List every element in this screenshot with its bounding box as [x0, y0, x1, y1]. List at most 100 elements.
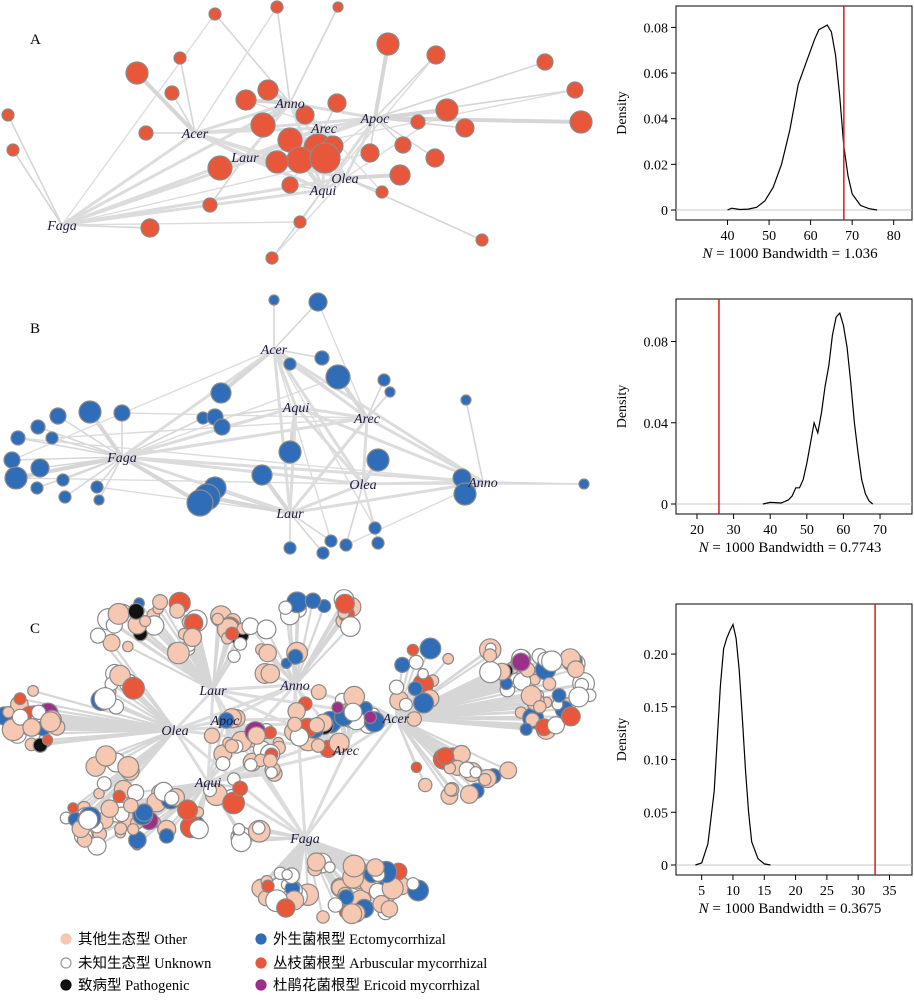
network-node-am — [425, 148, 445, 168]
family-label: Acer — [382, 712, 410, 727]
network-node-other — [499, 761, 518, 780]
density-caption: N = 1000 Bandwidth = 0.7743 — [698, 540, 882, 556]
network-edge — [394, 717, 427, 786]
plot-frame — [675, 603, 913, 876]
network-node-unknown — [11, 708, 29, 726]
network-node-am — [569, 110, 593, 134]
legend-label-path: 致病型 Pathogenic — [78, 977, 190, 994]
network-node-ecto — [304, 592, 322, 610]
network-node-am — [455, 118, 475, 138]
network-node-am — [309, 142, 341, 174]
network-node-ecto — [283, 357, 297, 371]
network-node-unknown — [241, 617, 260, 636]
network-node-unknown — [256, 619, 277, 640]
y-tick-label: 0.04 — [644, 417, 669, 432]
network-edge — [293, 600, 315, 686]
network-node-ecto — [213, 418, 231, 436]
x-tick-label: 50 — [800, 523, 814, 538]
network-edge — [105, 728, 176, 757]
network-edge — [206, 495, 291, 515]
x-tick-label: 5 — [698, 884, 705, 899]
network-node-ecto — [186, 489, 214, 517]
family-label: Olea — [161, 724, 188, 739]
network-node-other — [211, 612, 224, 626]
density-curve — [762, 311, 874, 505]
network-node-other — [182, 627, 203, 648]
network-node-am — [406, 643, 420, 657]
network-node-other — [203, 727, 221, 744]
network-edge — [288, 417, 369, 514]
network-edge — [173, 729, 210, 783]
network-node-ecto — [368, 521, 382, 535]
density-curve — [695, 622, 771, 866]
network-edge — [211, 618, 219, 691]
network-node-am — [125, 61, 149, 85]
legend-label-am: 丛枝菌根型 Arbuscular mycorrhizal — [273, 955, 487, 972]
network-node-ecto — [460, 394, 472, 406]
network-node-other — [262, 753, 278, 769]
x-tick-label: 50 — [762, 229, 776, 244]
network-node-am — [276, 898, 296, 918]
network-node-other — [310, 684, 327, 701]
network-node-am — [566, 81, 584, 99]
network-node-am — [293, 215, 307, 229]
network-node-ecto — [30, 458, 50, 478]
x-tick-label: 15 — [757, 884, 771, 899]
network-node-path — [127, 602, 145, 620]
network-edge — [267, 837, 306, 887]
network-node-am — [235, 89, 257, 111]
x-tick-label: 60 — [836, 523, 850, 538]
plot-frame — [675, 298, 913, 515]
network-edge — [272, 348, 298, 408]
network-node-am — [207, 155, 233, 181]
legend-marker-path — [60, 979, 72, 991]
network-edge — [109, 690, 176, 731]
network-nodes — [3, 292, 590, 560]
network-edge — [465, 399, 484, 483]
network-node-am — [560, 706, 581, 727]
network-node-unknown — [251, 821, 266, 835]
network-b: Acer Aqui Arec Faga Olea Anno Laur B — [3, 292, 590, 560]
network-edge — [121, 455, 484, 484]
network-edge — [395, 717, 452, 791]
network-node-am — [138, 125, 154, 141]
family-label: Arec — [310, 122, 338, 137]
network-node-unknown — [408, 654, 424, 670]
y-tick-label: 0.06 — [644, 67, 669, 82]
family-label: Aqui — [194, 776, 222, 791]
family-label: Apoc — [210, 714, 241, 729]
network-node-ecto — [158, 828, 175, 844]
network-node-unknown — [479, 660, 502, 684]
network-node-unknown — [188, 819, 209, 840]
network-edge — [121, 412, 368, 419]
network-node-am — [375, 185, 389, 199]
network-node-am — [173, 51, 187, 65]
density-curve — [727, 24, 878, 211]
network-edge — [17, 437, 484, 483]
y-tick-label: 0 — [661, 204, 668, 219]
network-node-ecto — [339, 538, 353, 552]
network-node-ecto — [551, 688, 567, 703]
network-node-other — [39, 711, 61, 733]
network-node-other — [169, 602, 186, 619]
network-edge — [173, 688, 215, 732]
network-node-other — [366, 858, 385, 877]
family-label: Faga — [106, 451, 137, 466]
y-axis-title: Density — [615, 385, 630, 429]
network-node-ecto — [325, 364, 351, 390]
network-edge — [57, 415, 123, 458]
network-node-unknown — [164, 790, 180, 806]
network-node-other — [126, 823, 140, 836]
density-caption: N = 1000 Bandwidth = 0.3675 — [698, 901, 882, 917]
network-edge — [273, 347, 484, 484]
network-node-ecto — [287, 648, 304, 665]
y-tick-label: 0.15 — [644, 701, 669, 716]
network-edge — [11, 456, 123, 461]
network-node-unknown — [78, 809, 99, 830]
network-edge — [317, 301, 368, 419]
family-label: Faga — [289, 832, 320, 847]
network-node-unknown — [388, 679, 405, 695]
x-tick-label: 20 — [690, 523, 704, 538]
network-node-other — [406, 711, 422, 727]
network-node-unknown — [281, 868, 293, 881]
